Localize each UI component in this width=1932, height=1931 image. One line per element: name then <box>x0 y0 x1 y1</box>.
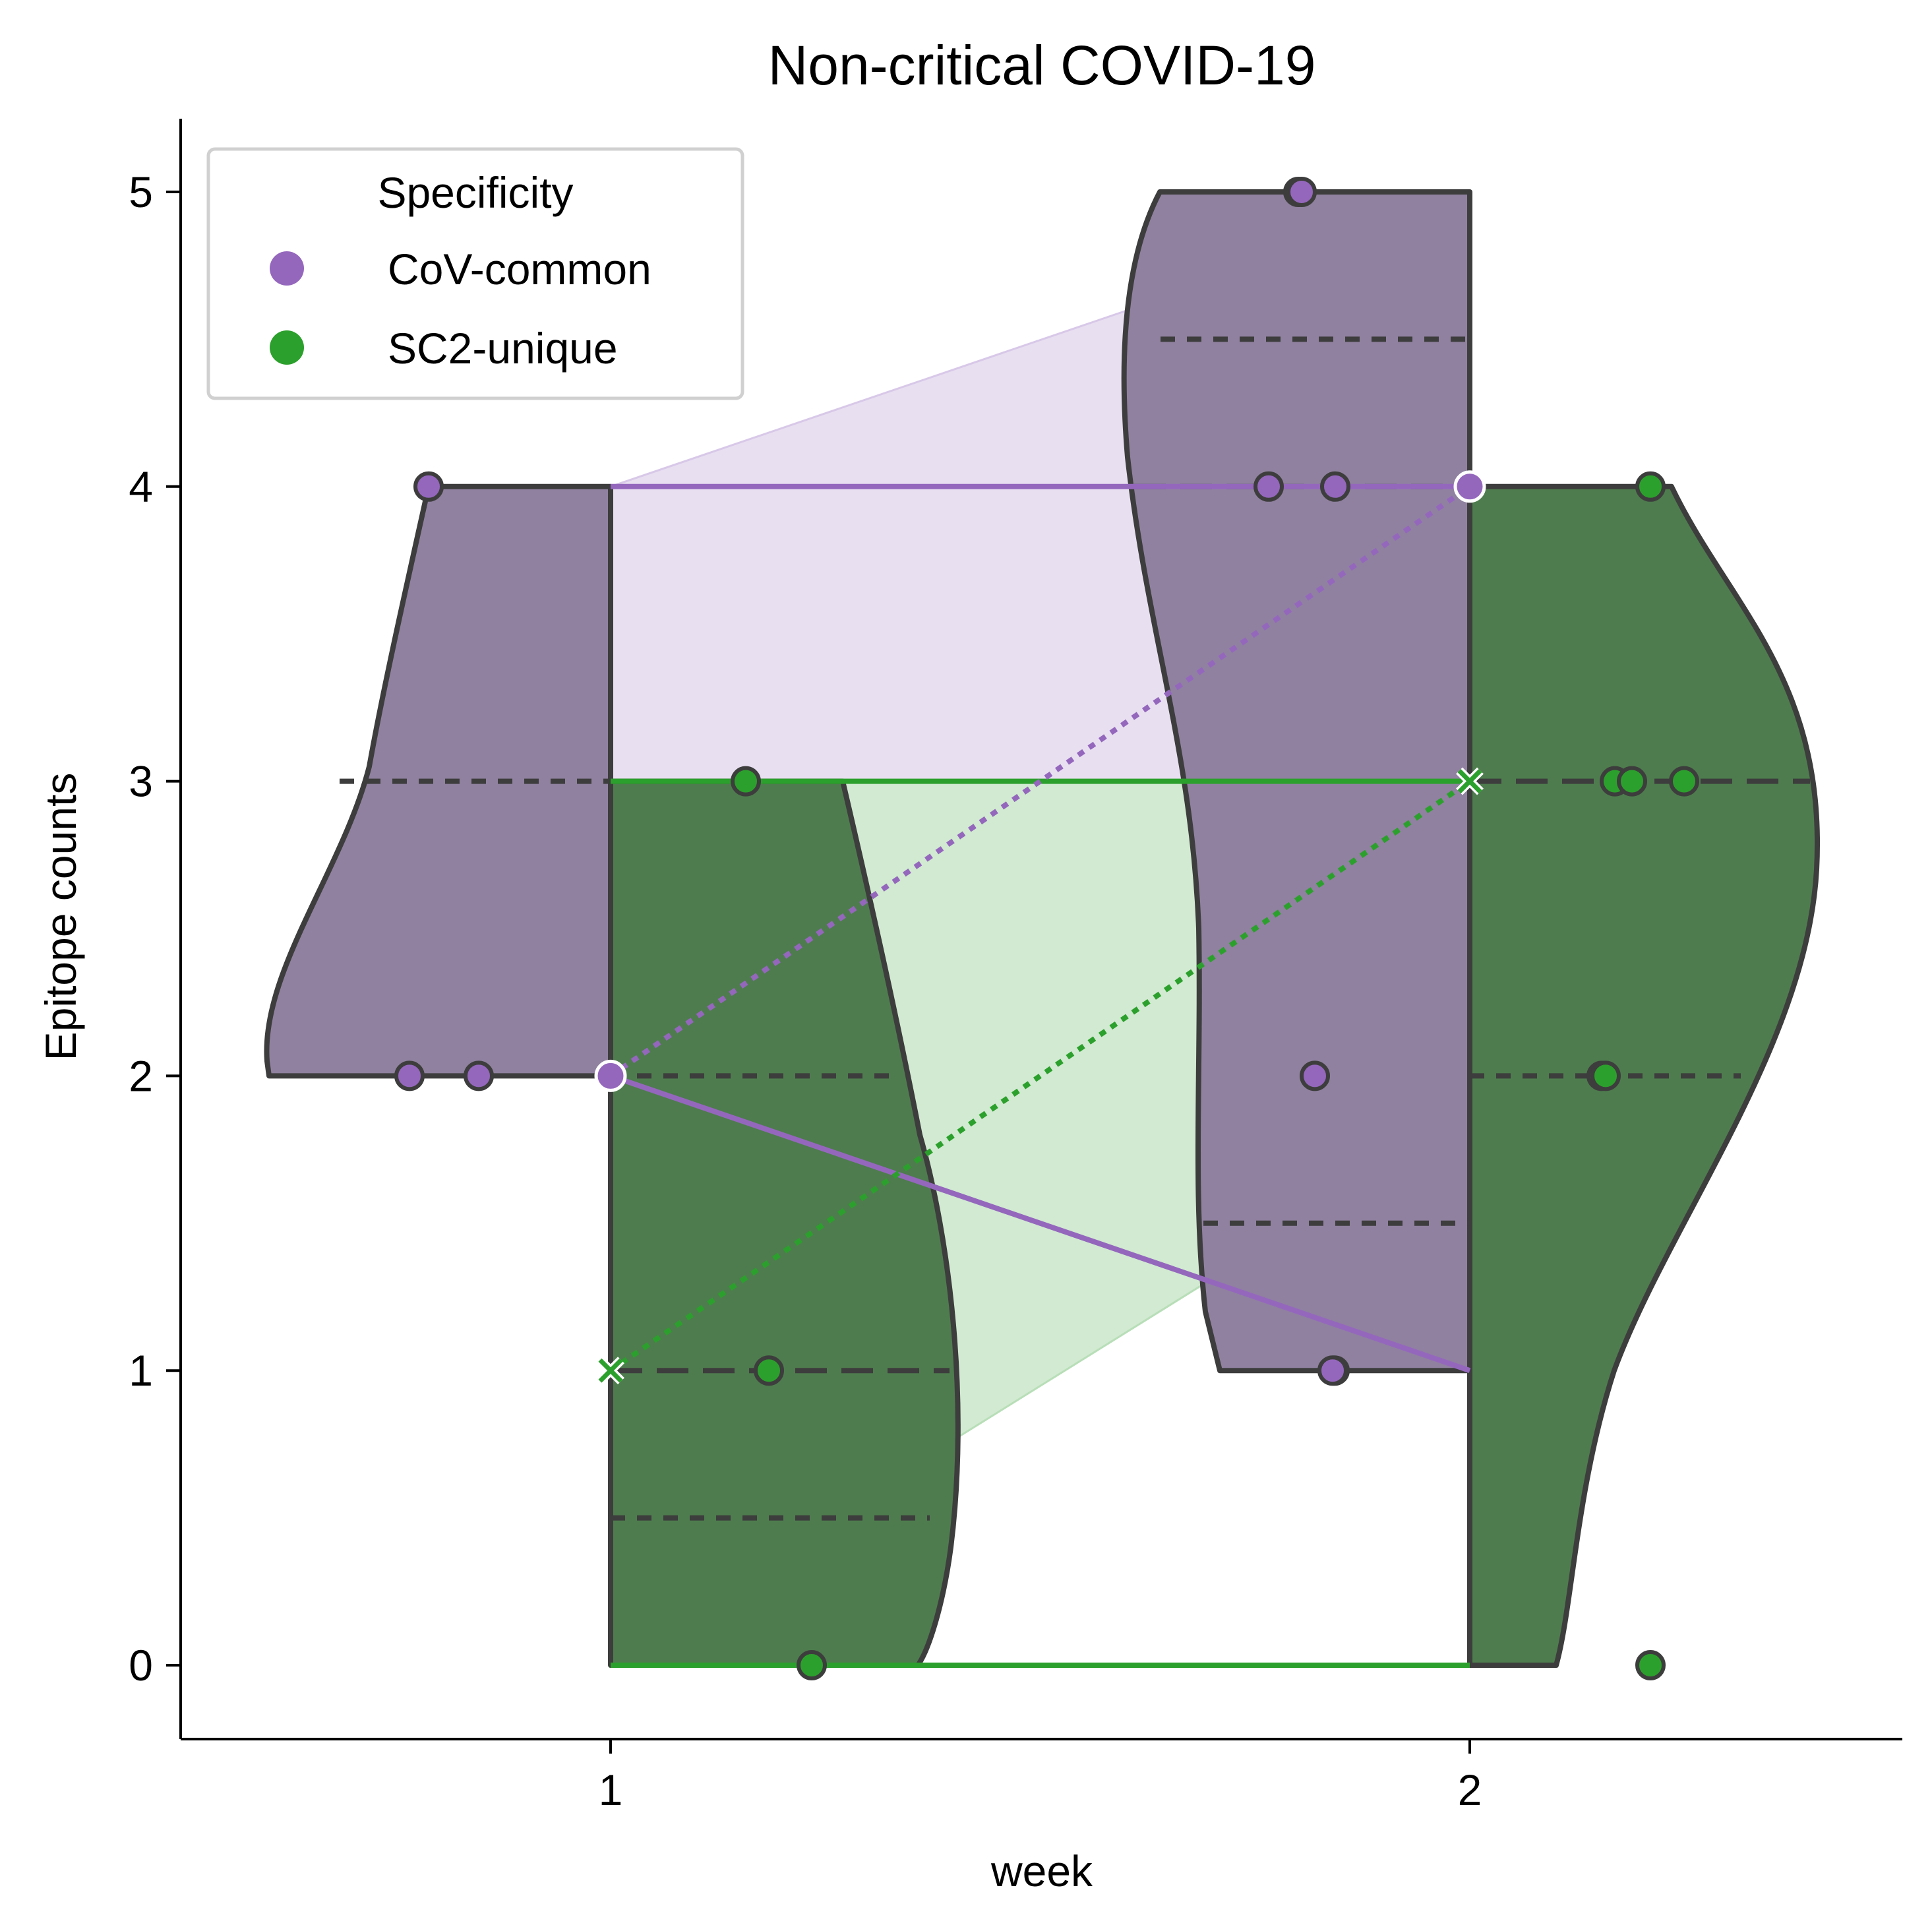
y-tick-label: 4 <box>129 462 153 511</box>
legend-label-sc2-unique: SC2-unique <box>388 324 618 373</box>
point-cov-common-week1 <box>413 471 444 502</box>
point-sc2-unique-week2 <box>1635 1650 1666 1680</box>
point-cov-common-week2 <box>1286 177 1317 207</box>
line-cov-common-mean <box>609 1073 1471 1373</box>
trend-marker-cov-common-week2 <box>1453 470 1486 503</box>
x-axis-label: week <box>990 1847 1093 1895</box>
point-sc2-unique-week2 <box>1635 471 1666 502</box>
point-cov-common-week2 <box>1317 1355 1348 1386</box>
data-points <box>394 177 1699 1680</box>
point-sc2-unique-week2 <box>1617 766 1647 797</box>
trend-marker-cov-common-week1 <box>594 1059 627 1092</box>
violin-week1-cov-common <box>264 483 613 1079</box>
chart-title: Non-critical COVID-19 <box>768 34 1316 96</box>
legend: Specificity CoV-common SC2-unique <box>206 147 744 400</box>
point-cov-common-week2 <box>1320 471 1350 502</box>
violin-week1-sc2-unique <box>608 778 961 1668</box>
line-sc2-unique-trend <box>609 779 1472 1373</box>
y-tick-label: 3 <box>129 757 153 806</box>
trend-marker-sc2-unique-week1 <box>597 1357 624 1385</box>
point-sc2-unique-week1 <box>754 1355 784 1386</box>
y-tick-label: 1 <box>129 1346 153 1395</box>
trend-marker-sc2-unique-week2 <box>1456 767 1484 795</box>
point-sc2-unique-week1 <box>797 1650 827 1680</box>
violin-week2-sc2-unique <box>1467 483 1821 1668</box>
legend-marker-cov-common <box>270 251 304 286</box>
x-marker-stroke <box>598 1358 623 1383</box>
point-sc2-unique-week2 <box>1590 1060 1621 1091</box>
x-tick-label: 2 <box>1458 1765 1482 1814</box>
y-axis-label: Epitope counts <box>36 773 85 1061</box>
y-tick-label: 0 <box>129 1641 153 1690</box>
point-sc2-unique-week2 <box>1669 766 1699 797</box>
point-cov-common-week1 <box>394 1060 425 1091</box>
legend-title: Specificity <box>377 168 573 217</box>
legend-frame <box>206 147 744 400</box>
point-cov-common-week1 <box>464 1060 494 1091</box>
legend-marker-sc2-unique <box>270 330 304 365</box>
legend-label-cov-common: CoV-common <box>388 245 651 293</box>
y-tick-label: 5 <box>129 168 153 216</box>
x-tick-label: 1 <box>599 1765 623 1814</box>
point-cov-common-week2 <box>1300 1060 1330 1091</box>
x-marker-stroke <box>1457 769 1482 794</box>
axes: 0 1 2 3 4 5 1 2 <box>129 119 1902 1814</box>
point-cov-common-week2 <box>1253 471 1284 502</box>
point-sc2-unique-week1 <box>731 766 761 797</box>
y-tick-label: 2 <box>129 1051 153 1100</box>
line-cov-common-trend <box>609 484 1472 1078</box>
